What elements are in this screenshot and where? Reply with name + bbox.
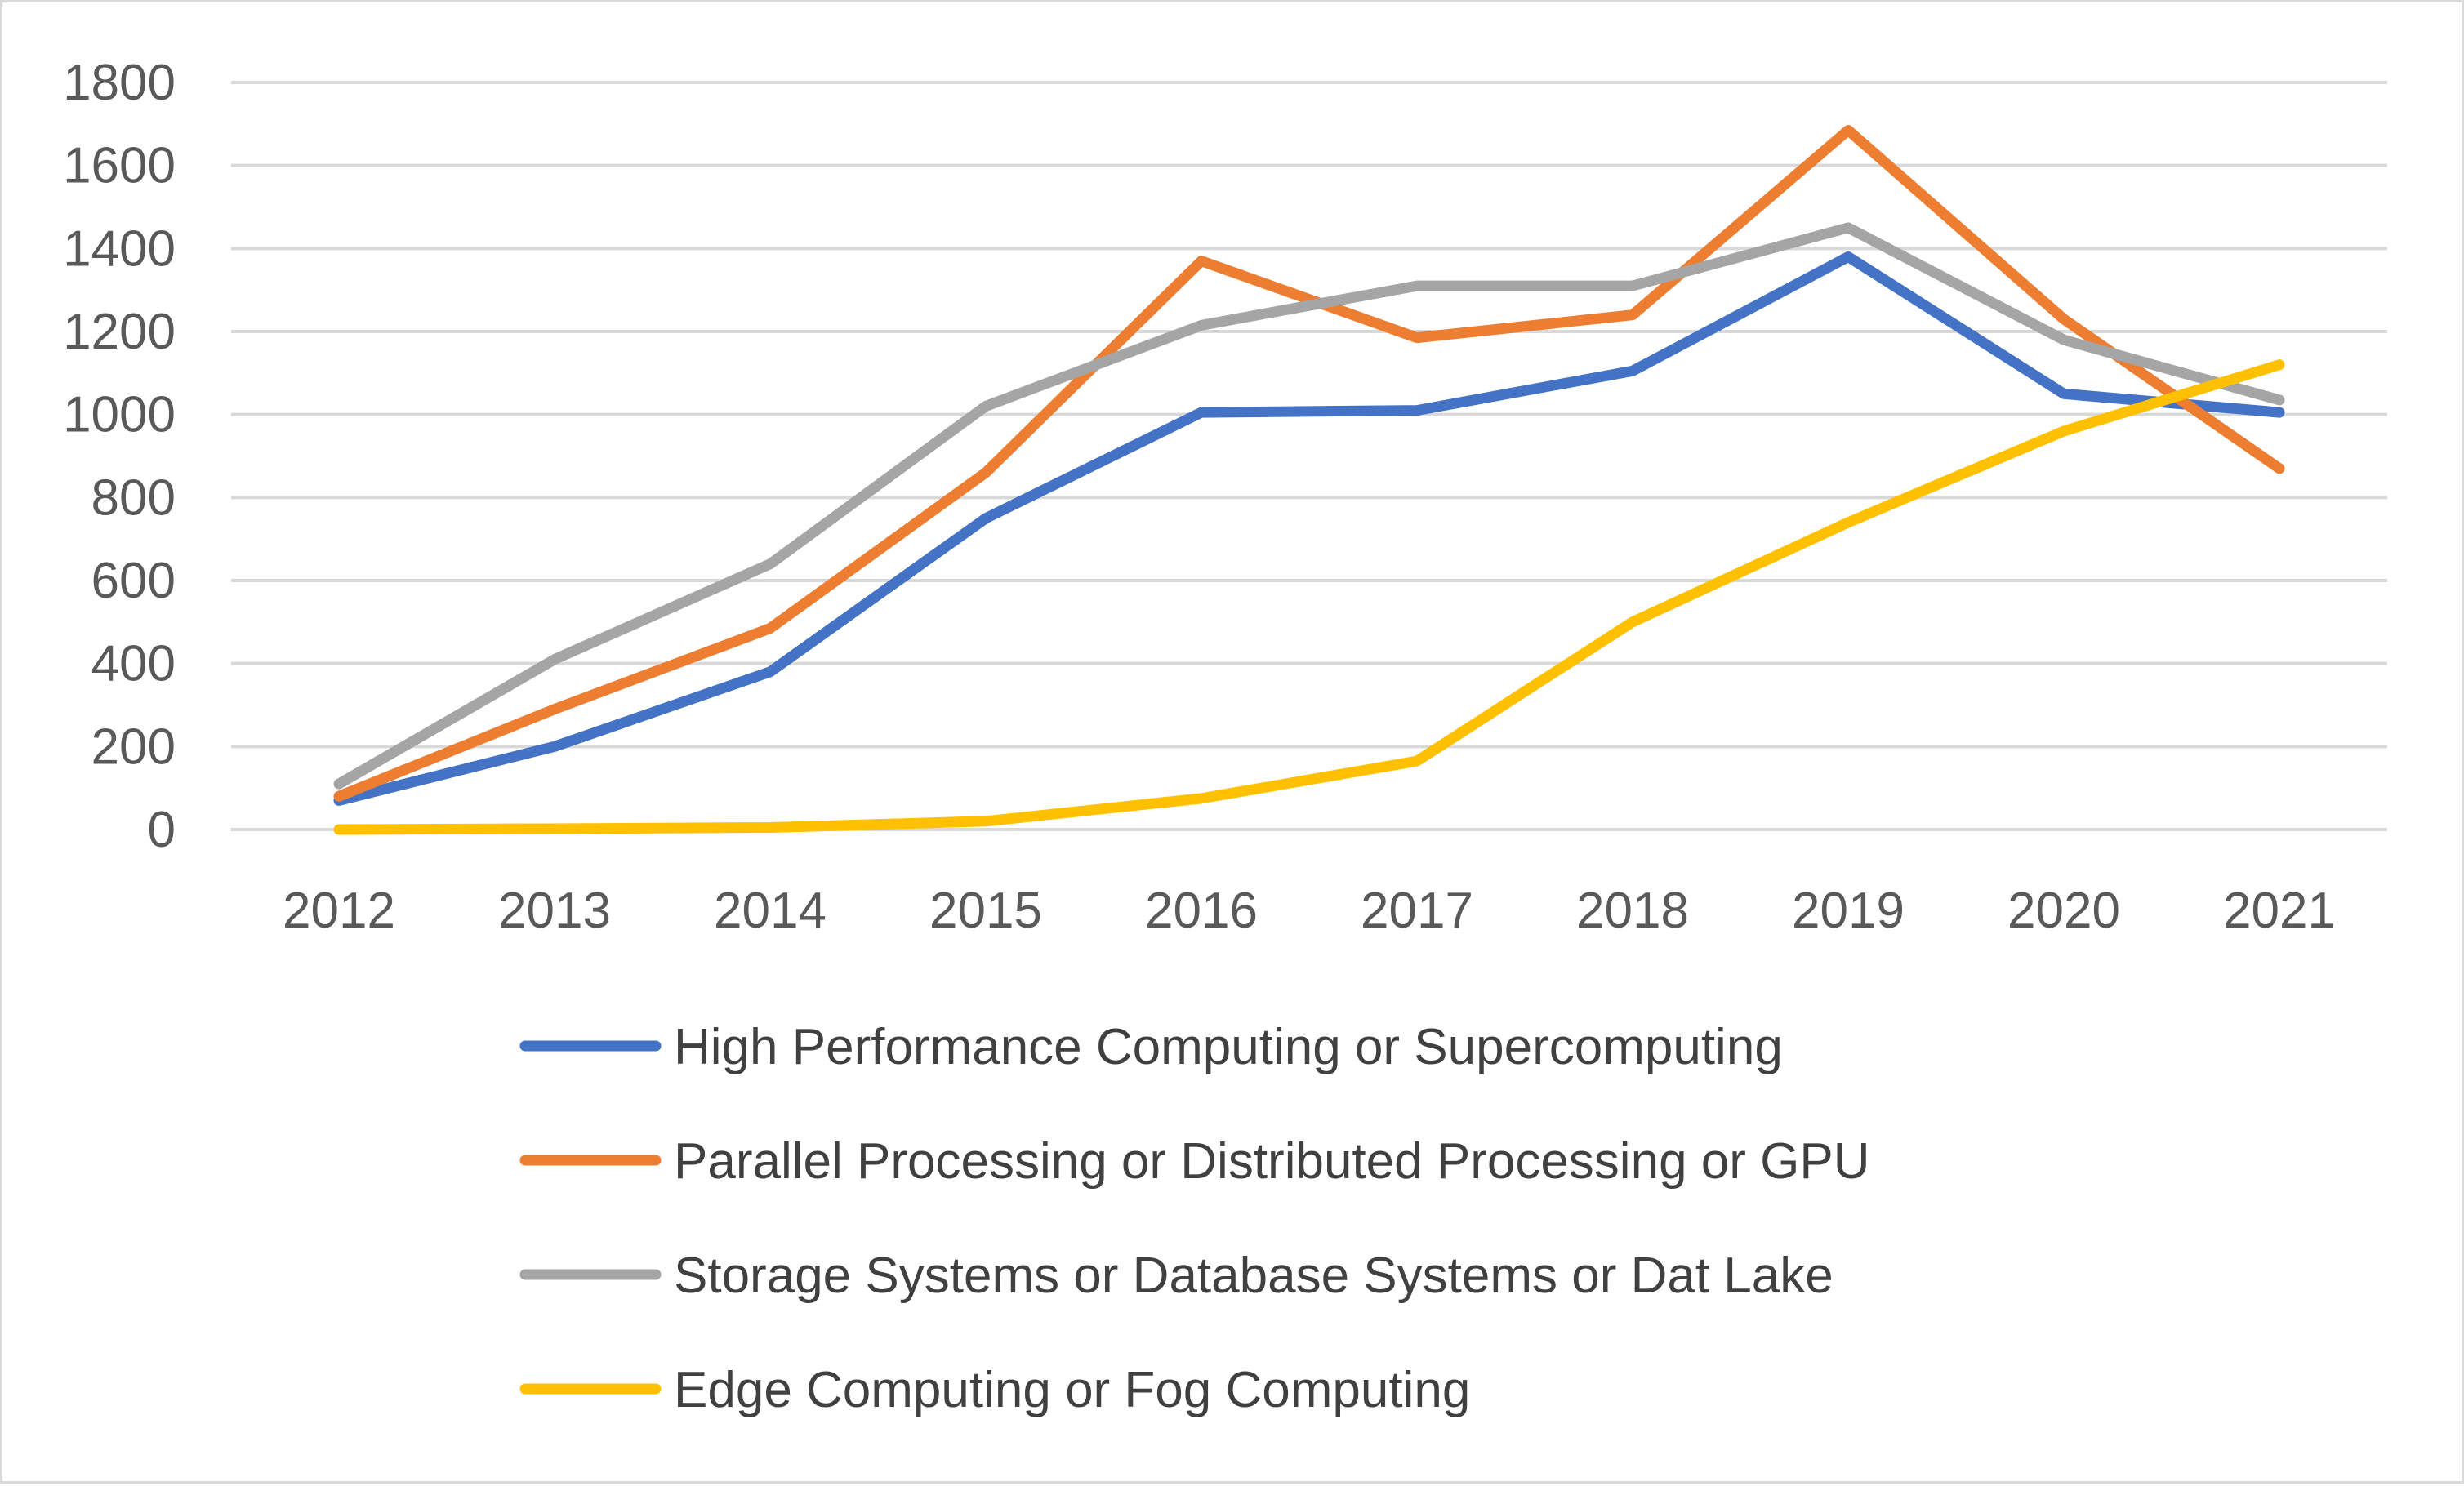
y-tick-label: 400: [91, 636, 176, 692]
y-tick-label: 600: [91, 553, 176, 609]
x-tick-label: 2020: [2007, 883, 2120, 939]
x-axis-tick-labels: 2012 2013 2014 2015 2016 2017 2018 2019 2020 2021: [283, 883, 2336, 939]
series-line-2: [333, 125, 2285, 802]
series-line-3: [333, 222, 2285, 790]
legend-entry-3: Storage Systems or Database Systems or D…: [519, 1248, 1834, 1304]
series-line-1: [333, 251, 2285, 806]
legend-entry-2: Parallel Processing or Distributed Proce…: [519, 1133, 1869, 1190]
y-tick-label: 0: [148, 802, 176, 858]
x-tick-label: 2012: [283, 883, 395, 939]
x-tick-label: 2018: [1576, 883, 1689, 939]
x-tick-label: 2016: [1145, 883, 1258, 939]
y-tick-label: 200: [91, 719, 176, 775]
y-tick-label: 1800: [63, 55, 176, 111]
y-tick-label: 1200: [63, 304, 176, 360]
legend-label: Storage Systems or Database Systems or D…: [674, 1248, 1834, 1304]
x-tick-label: 2021: [2223, 883, 2336, 939]
legend-label: High Performance Computing or Supercompu…: [674, 1019, 1783, 1075]
x-tick-label: 2014: [714, 883, 827, 939]
y-tick-label: 1400: [63, 220, 176, 277]
y-tick-label: 800: [91, 469, 176, 526]
x-tick-label: 2015: [929, 883, 1042, 939]
series-line-4: [333, 359, 2285, 835]
legend-entry-1: High Performance Computing or Supercompu…: [519, 1019, 1783, 1075]
legend: High Performance Computing or Supercompu…: [519, 1019, 1869, 1418]
legend-label: Edge Computing or Fog Computing: [674, 1362, 1470, 1418]
legend-entry-4: Edge Computing or Fog Computing: [519, 1362, 1470, 1418]
x-tick-label: 2013: [498, 883, 611, 939]
x-tick-label: 2019: [1792, 883, 1905, 939]
series-lines: [333, 125, 2285, 835]
y-tick-label: 1600: [63, 138, 176, 194]
gridlines: [231, 81, 2387, 831]
y-tick-label: 1000: [63, 387, 176, 443]
y-axis-tick-labels: 0 200 400 600 800 1000 1200 1400 1600 1800: [63, 55, 176, 858]
x-tick-label: 2017: [1361, 883, 1473, 939]
legend-label: Parallel Processing or Distributed Proce…: [674, 1133, 1869, 1190]
